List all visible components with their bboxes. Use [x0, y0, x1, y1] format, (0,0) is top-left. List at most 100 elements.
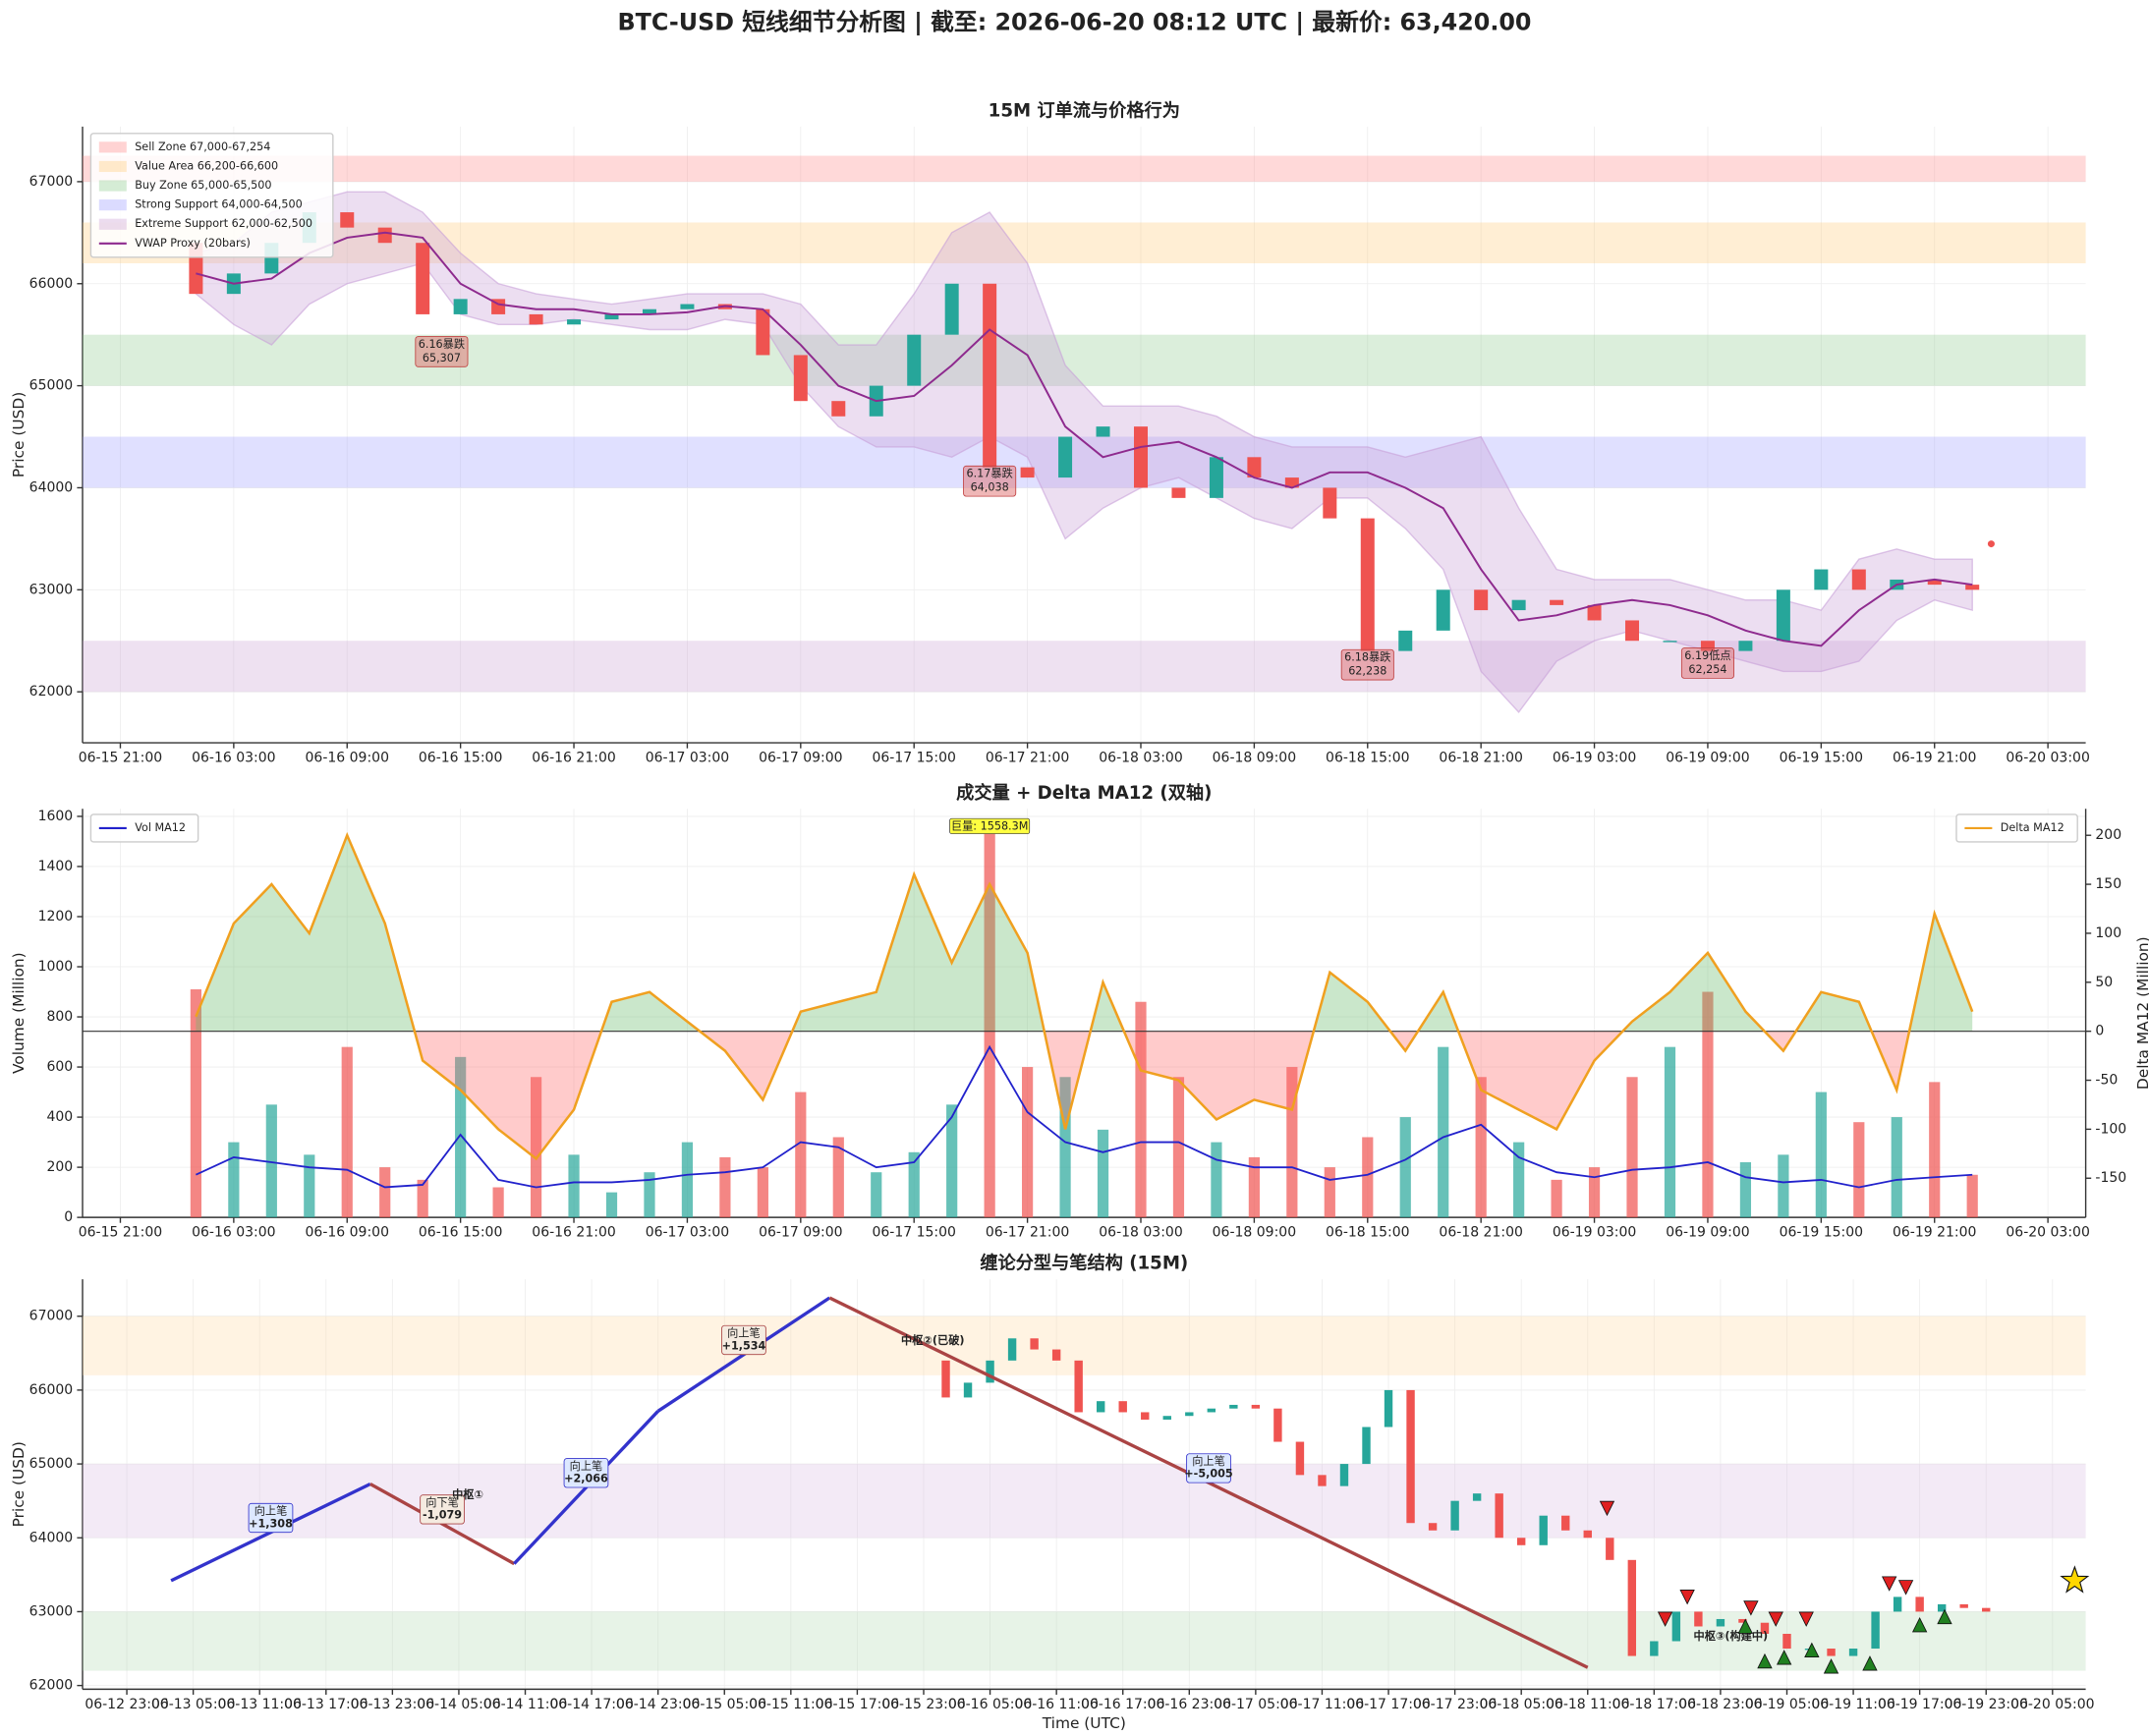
x-tick-label: 06-16 11:00: [1014, 1697, 1098, 1712]
candle-body: [1827, 1649, 1836, 1656]
bottom-fractal: [1823, 1658, 1839, 1674]
zone-label: 中枢③(构建中): [1694, 1629, 1769, 1643]
volume-bar: [1399, 1117, 1411, 1218]
x-axis-label: Time (UTC): [1042, 1714, 1126, 1732]
legend-box: [89, 813, 199, 843]
y-tick-label: 63000: [29, 1603, 74, 1619]
candle-body: [1318, 1475, 1327, 1486]
candle-body: [1398, 630, 1413, 651]
candle-body: [1273, 1408, 1282, 1442]
volume-bar: [1891, 1117, 1902, 1218]
x-tick-label: 06-19 03:00: [1553, 1225, 1636, 1241]
y2-tick-label: 150: [2095, 876, 2121, 892]
zone-label: 中枢①: [452, 1487, 483, 1501]
x-tick-label: 06-17 15:00: [872, 750, 955, 765]
legend-swatch: [98, 180, 127, 192]
candle-body: [1133, 426, 1148, 488]
volume-bar: [1248, 1156, 1260, 1218]
volume-bar: [1513, 1142, 1525, 1218]
legend-label: Extreme Support 62,000-62,500: [135, 217, 312, 230]
candle-body: [1851, 569, 1866, 590]
annotation-label: 巨量: 1558.3M: [951, 820, 1028, 833]
volume-bar: [984, 826, 995, 1218]
volume-bar: [1778, 1154, 1789, 1218]
volume-bar: [530, 1077, 542, 1218]
volume-bar: [304, 1154, 315, 1218]
candle-body: [1663, 641, 1677, 643]
legend-label: Delta MA12: [2001, 821, 2064, 834]
candle-body: [1450, 1500, 1459, 1531]
stroke-change: +2,066: [564, 1473, 608, 1485]
x-tick-label: 06-18 17:00: [1612, 1697, 1696, 1712]
vwap-line: [196, 231, 1973, 647]
candle-body: [1982, 1607, 1991, 1612]
bottom-fractal: [1911, 1617, 1928, 1633]
volume-bar: [1211, 1142, 1222, 1218]
zone: [83, 334, 2086, 386]
legend-label: Buy Zone 65,000-65,500: [135, 179, 271, 192]
candle-body: [1474, 589, 1489, 611]
volume-bar: [605, 1192, 618, 1218]
x-tick-label: 06-14 17:00: [549, 1697, 633, 1712]
candle-body: [1625, 620, 1640, 642]
candle-body: [1550, 599, 1564, 605]
candle-body: [416, 243, 430, 314]
candle-body: [1141, 1412, 1150, 1420]
stroke-label-box: [721, 1324, 766, 1356]
annotation-box: [415, 336, 469, 367]
candle-body: [1339, 1464, 1349, 1486]
candle-body: [1406, 1389, 1415, 1524]
candle-body: [1694, 1611, 1703, 1627]
annotation-box: [949, 817, 1031, 834]
candle-body: [1185, 1412, 1194, 1417]
x-tick-label: 06-14 05:00: [417, 1697, 500, 1712]
candle-body: [1472, 1493, 1482, 1501]
candle-body: [1229, 1404, 1238, 1409]
top-fractal: [1743, 1600, 1759, 1616]
y-tick-label: 67000: [29, 1309, 74, 1324]
last-point: [1987, 540, 1995, 548]
stroke-label-box: [1186, 1453, 1231, 1484]
vol-ma-line: [195, 1044, 1973, 1189]
annotation-label: 6.16暴跌: [419, 337, 465, 351]
annotation-value: 64,038: [971, 481, 1009, 494]
y-tick-label: 62000: [29, 1678, 74, 1694]
x-tick-label: 06-16 05:00: [948, 1697, 1032, 1712]
candle-body: [907, 334, 922, 386]
x-tick-label: 06-13 23:00: [351, 1697, 434, 1712]
x-tick-label: 06-17 21:00: [986, 1225, 1069, 1241]
x-tick-label: 06-18 21:00: [1439, 750, 1522, 765]
x-tick-label: 06-15 17:00: [816, 1697, 899, 1712]
delta-fill-positive: [196, 835, 1973, 1032]
stroke-label: 向上笔: [1192, 1454, 1225, 1468]
y2-axis-label: Delta MA12 (Million): [2134, 936, 2149, 1090]
x-tick-label: 06-17 09:00: [759, 1225, 842, 1241]
annotation-label: 6.18暴跌: [1344, 650, 1390, 664]
x-tick-label: 06-16 09:00: [306, 750, 389, 765]
candle-body: [1058, 436, 1073, 478]
candle-body: [453, 299, 468, 314]
y-tick-label: 64000: [29, 1530, 74, 1545]
candle-body: [1020, 467, 1035, 478]
y-tick-label: 1000: [38, 959, 74, 975]
candle-body: [1162, 1416, 1171, 1420]
candle-body: [1030, 1338, 1039, 1350]
candle-body: [1051, 1349, 1061, 1361]
candle-body: [1384, 1389, 1393, 1428]
candle-body: [1587, 604, 1602, 621]
legend-box: [89, 133, 334, 258]
annotation-box: [963, 465, 1017, 497]
x-tick-label: 06-17 15:00: [872, 1225, 955, 1241]
bottom-fractal: [1776, 1650, 1792, 1665]
candle-body: [1096, 1401, 1105, 1413]
volume-bar: [1022, 1067, 1034, 1218]
candle-body: [1738, 641, 1753, 651]
y-tick-label: 62000: [29, 684, 74, 700]
x-tick-label: 06-15 23:00: [881, 1697, 965, 1712]
candle-body: [1959, 1603, 1968, 1608]
candle-body: [944, 283, 959, 335]
x-tick-label: 06-20 03:00: [2006, 1225, 2089, 1241]
x-tick-label: 06-19 21:00: [1893, 1225, 1976, 1241]
candle-body: [756, 308, 770, 356]
